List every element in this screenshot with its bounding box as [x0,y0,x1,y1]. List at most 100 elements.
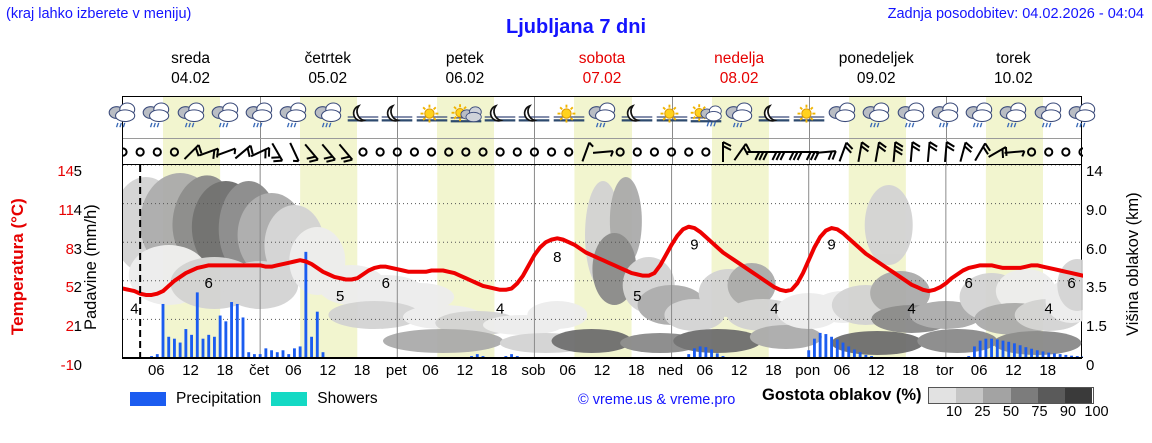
precipitation-bar [253,354,256,358]
precipitation-bar [1024,347,1028,358]
moon-icon [483,102,517,132]
x-axis-tick: 12 [456,362,474,379]
precipitation-bars [150,251,1083,358]
axis-tick: 5 [65,279,74,297]
precipitation-bar [710,349,713,358]
day-separator [534,139,536,164]
x-axis-tick: 06 [559,362,577,379]
precipitation-bar [687,354,691,358]
axis-tick: 6.0 [1086,240,1107,258]
precipitation-bar [813,338,816,358]
axis-tick: 5 [73,163,82,180]
page-title: Ljubljana 7 dni [505,16,646,38]
precipitation-bar [224,321,228,358]
copyright-credit[interactable]: © vreme.us & vreme.pro [578,392,736,408]
precipitation-bar [858,352,862,358]
axis-tick: 8 [65,240,74,258]
precipitation-bar [1058,354,1062,358]
moon-icon [620,102,654,132]
last-update-label: Zadnja posodobitev: 04.02.2026 - 04:04 [887,6,1144,22]
temperature-label: 5 [336,288,344,305]
precipitation-bar [1018,345,1022,358]
precipitation-bar [264,348,268,358]
moon-icon [380,102,414,132]
showers-legend-label: Showers [317,390,378,407]
axis-tick: 2 [65,318,74,336]
x-axis-tick: 12 [593,362,611,379]
x-axis-tick: tor [936,362,954,379]
x-axis-tick: 06 [147,362,165,379]
x-axis-tick: 18 [1039,362,1057,379]
precipitation-bar [287,354,291,358]
precipitation-bar [978,340,982,358]
temperature-label: 4 [130,301,138,318]
x-axis-tick: pet [385,362,407,379]
precipitation-axis-title: Padavine (mm/h) [82,204,100,330]
day-date: 04.02 [171,69,210,87]
precipitation-bar [1030,348,1033,358]
day-name: četrtek [304,50,351,67]
x-axis-tick: 12 [182,362,199,379]
precipitation-bar [1013,343,1016,358]
precipitation-bar [247,352,251,358]
precipitation-bar [304,251,308,358]
cloud-density-step [955,388,984,403]
precipitation-bar [173,338,176,358]
cloud-rain-icon [209,102,243,132]
sun-icon [415,102,449,132]
x-axis-tick: pon [795,362,821,379]
axis-tick: 2 [73,279,82,297]
x-axis-tick: 12 [1005,362,1022,379]
cloud-density-tick: 75 [1031,404,1048,420]
cloud-density-tick: 100 [1084,404,1109,420]
precipitation-bar [241,317,245,358]
precipitation-bar [155,354,159,358]
precipitation-bar [1064,354,1068,358]
day-date: 05.02 [308,69,348,87]
day-name: nedelja [714,50,765,67]
showers-swatch [271,392,308,406]
axis-tick: 9.0 [1086,201,1107,219]
x-axis-tick: 18 [490,362,508,379]
cloud-rain-icon [860,102,894,132]
day-date: 08.02 [719,69,759,87]
precipitation-legend-label: Precipitation [176,390,262,407]
precipitation-bar [230,302,233,358]
day-date: 06.02 [445,69,485,87]
cloud-height-axis-ticks: 14 9.0 6.0 3.5 1.5 0 [1086,160,1128,373]
day-separator [397,139,399,164]
axis-tick: 1 [73,318,82,336]
precipitation-bar [693,348,696,358]
temperature-label: 8 [553,249,561,266]
cloud-density-scale-ticks: 10 25 50 75 90 100 [940,404,1126,422]
sun-icon [655,102,689,132]
temperature-label: 6 [1067,275,1075,292]
temperature-label: 6 [205,275,213,292]
day-separator [671,139,673,164]
x-axis-labels: 06 12 18 čet 06 12 18 pet 06 12 18 sob 06 12 18 ned 06 12… [122,362,1082,382]
precipitation-bar [1035,350,1039,358]
axis-tick: 14 [57,163,74,180]
cloud-rain-icon [243,102,277,132]
precipitation-bar [995,339,999,358]
cloud-rain-icon [1066,102,1100,132]
day-header-3: petek 06.02 [396,46,533,94]
precipitation-bar [258,354,262,358]
precipitation-bar [835,339,839,358]
cloud-rain-icon [106,102,140,132]
precipitation-bar [990,338,993,358]
temperature-label: 6 [382,275,390,292]
temperature-label: 4 [1045,301,1053,318]
x-axis-tick: 18 [902,362,919,379]
cloud-density-step [928,388,956,403]
precipitation-bar [704,347,708,358]
wind-barb-row [123,139,1083,165]
x-axis-tick: 06 [833,362,851,379]
location-menu-note[interactable]: (kraj lahko izberete v meniju) [6,6,192,22]
cloud-rain-icon [895,102,929,132]
